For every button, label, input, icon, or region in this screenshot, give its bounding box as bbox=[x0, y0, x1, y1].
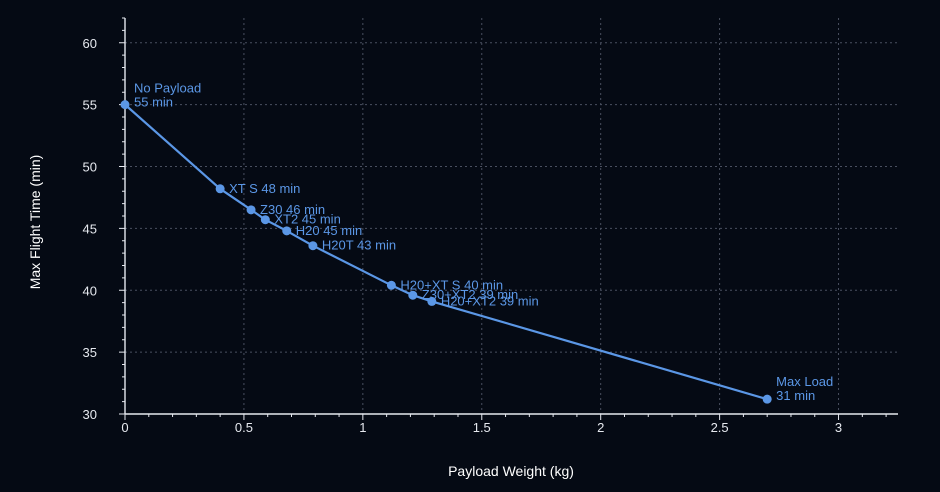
data-point-label: 55 min bbox=[134, 95, 173, 110]
data-point bbox=[282, 226, 292, 236]
data-point-label: H20 45 min bbox=[296, 223, 362, 238]
data-point bbox=[308, 241, 318, 251]
y-tick-label: 55 bbox=[83, 98, 97, 113]
grid bbox=[125, 18, 898, 414]
data-point bbox=[386, 280, 396, 290]
flight-time-curve bbox=[124, 103, 768, 401]
data-point bbox=[215, 184, 225, 194]
data-point-label: XT2 45 min bbox=[274, 212, 340, 227]
data-point-label: Z30 46 min bbox=[260, 202, 325, 217]
axes: 30 35 40 45 50 55 60 0 0.5 1 1.5 2 2.5 3 bbox=[83, 17, 898, 435]
data-point bbox=[427, 296, 437, 306]
data-point bbox=[408, 290, 418, 300]
data-point-label: Z30+XT2 39 min bbox=[422, 287, 518, 302]
x-tick-label: 2.5 bbox=[711, 420, 729, 435]
y-tick-label: 30 bbox=[83, 407, 97, 422]
y-tick-label: 35 bbox=[83, 345, 97, 360]
data-point-label: XT S 48 min bbox=[229, 181, 300, 196]
x-tick-label: 3 bbox=[835, 420, 842, 435]
data-point-label: Max Load bbox=[776, 374, 833, 389]
data-point-label: H20+XT2 39 min bbox=[441, 293, 539, 308]
x-tick-label: 0.5 bbox=[235, 420, 253, 435]
x-tick-label: 1 bbox=[359, 420, 366, 435]
data-point-label: 31 min bbox=[776, 388, 815, 403]
x-axis-title: Payload Weight (kg) bbox=[448, 463, 574, 479]
y-tick-label: 50 bbox=[83, 160, 97, 175]
data-point-label: H20T 43 min bbox=[322, 238, 396, 253]
x-tick-label: 2 bbox=[597, 420, 604, 435]
data-point bbox=[260, 215, 270, 225]
y-axis-title: Max Flight Time (min) bbox=[27, 155, 43, 290]
series bbox=[120, 100, 772, 404]
y-tick-label: 60 bbox=[83, 36, 97, 51]
y-tick-label: 40 bbox=[83, 283, 97, 298]
data-point bbox=[246, 205, 256, 215]
x-tick-label: 0 bbox=[121, 420, 128, 435]
data-point bbox=[762, 394, 772, 404]
data-point-label: H20+XT S 40 min bbox=[400, 277, 503, 292]
data-point bbox=[120, 100, 130, 110]
x-tick-label: 1.5 bbox=[473, 420, 491, 435]
y-tick-label: 45 bbox=[83, 221, 97, 236]
data-point-label: No Payload bbox=[134, 81, 201, 96]
